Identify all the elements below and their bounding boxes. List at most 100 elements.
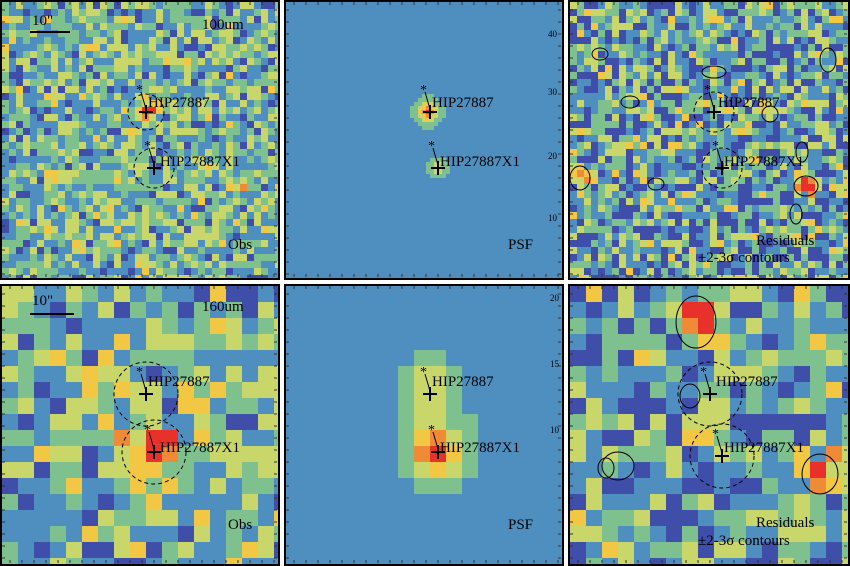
pixel [170, 142, 177, 149]
pixel [322, 190, 326, 194]
pixel [370, 54, 374, 58]
pixel [442, 14, 446, 18]
pixel [426, 142, 430, 146]
pixel [418, 26, 422, 30]
pixel [342, 14, 346, 18]
pixel [458, 166, 462, 170]
pixel [100, 233, 107, 240]
pixel [434, 86, 438, 90]
pixel [558, 26, 562, 30]
pixel [338, 14, 342, 18]
pixel [79, 51, 86, 58]
pixel [44, 37, 51, 44]
pixel [470, 170, 474, 174]
pixel [338, 90, 342, 94]
pixel [490, 90, 494, 94]
pixel [514, 90, 518, 94]
pixel [226, 128, 233, 135]
pixel [334, 26, 338, 30]
pixel [358, 118, 362, 122]
pixel [314, 118, 318, 122]
pixel [378, 86, 382, 90]
pixel [163, 23, 170, 30]
pixel [79, 163, 86, 170]
pixel [198, 37, 205, 44]
pixel [294, 126, 298, 130]
pixel [9, 219, 16, 226]
pixel [434, 190, 438, 194]
pixel [58, 51, 65, 58]
pixel [294, 130, 298, 134]
pixel [386, 86, 390, 90]
pixel [370, 158, 374, 162]
pixel [366, 50, 370, 54]
pixel [334, 150, 338, 154]
pixel [522, 6, 526, 10]
pixel [294, 146, 298, 150]
pixel [542, 54, 546, 58]
pixel [506, 142, 510, 146]
pixel [426, 38, 430, 42]
pixel [410, 170, 414, 174]
pixel [478, 150, 482, 154]
pixel [322, 14, 326, 18]
pixel [430, 74, 434, 78]
pixel [514, 94, 518, 98]
pixel [334, 66, 338, 70]
pixel [370, 86, 374, 90]
pixel [470, 46, 474, 50]
pixel [346, 10, 350, 14]
pixel [542, 98, 546, 102]
pixel [546, 70, 550, 74]
pixel [334, 46, 338, 50]
pixel [233, 240, 240, 247]
pixel [79, 149, 86, 156]
pixel [306, 14, 310, 18]
pixel [426, 146, 430, 150]
pixel [268, 254, 275, 261]
pixel [510, 74, 514, 78]
pixel [486, 78, 490, 82]
pixel [310, 94, 314, 98]
pixel [9, 16, 16, 23]
pixel [302, 126, 306, 130]
pixel [426, 174, 430, 178]
pixel [2, 275, 9, 278]
pixel [498, 38, 502, 42]
pixel [44, 226, 51, 233]
pixel [378, 46, 382, 50]
pixel [121, 65, 128, 72]
pixel [450, 158, 454, 162]
pixel [342, 154, 346, 158]
pixel [538, 134, 542, 138]
pixel [366, 182, 370, 186]
pixel [422, 146, 426, 150]
pixel [338, 38, 342, 42]
pixel [128, 72, 135, 79]
pixel [163, 86, 170, 93]
pixel [290, 62, 294, 66]
pixel [354, 154, 358, 158]
pixel [240, 205, 247, 212]
pixel [149, 2, 156, 9]
pixel [486, 74, 490, 78]
pixel [2, 240, 9, 247]
pixel [163, 107, 170, 114]
pixel [394, 158, 398, 162]
pixel [314, 106, 318, 110]
pixel [370, 82, 374, 86]
pixel [163, 191, 170, 198]
pixel [374, 162, 378, 166]
pixel [394, 86, 398, 90]
pixel [314, 122, 318, 126]
pixel [163, 198, 170, 205]
pixel [394, 154, 398, 158]
pixel [318, 158, 322, 162]
pixel [290, 46, 294, 50]
pixel [426, 150, 430, 154]
pixel [494, 86, 498, 90]
pixel [558, 18, 562, 22]
pixel [107, 219, 114, 226]
pixel [554, 30, 558, 34]
pixel [386, 190, 390, 194]
